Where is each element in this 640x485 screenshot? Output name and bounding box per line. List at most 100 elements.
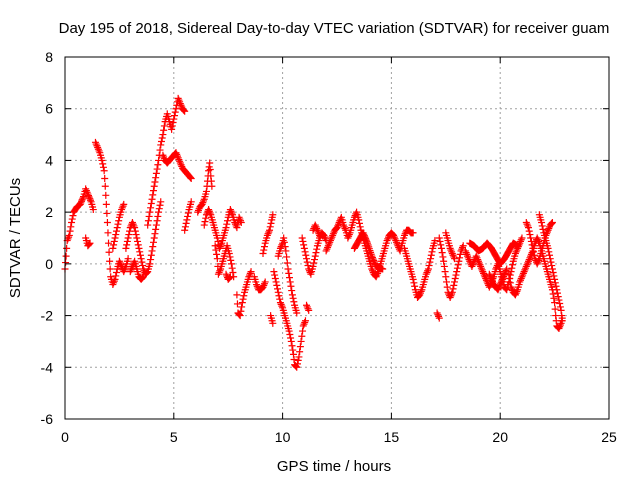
data-point (468, 262, 476, 270)
data-point (246, 271, 254, 279)
data-point (511, 291, 519, 299)
data-point (328, 233, 336, 241)
data-point (86, 196, 94, 204)
data-point (325, 240, 333, 248)
data-point (369, 267, 377, 275)
data-point (451, 275, 459, 283)
data-point (127, 266, 135, 274)
data-point (534, 258, 542, 266)
data-point (263, 231, 271, 239)
data-point (172, 149, 180, 157)
chart-title: Day 195 of 2018, Sidereal Day-to-day VTE… (59, 20, 610, 37)
data-point (155, 156, 163, 164)
data-point (301, 317, 309, 325)
data-point (157, 141, 165, 149)
x-tick-label: 0 (61, 429, 69, 445)
data-point (229, 268, 237, 276)
data-point (276, 295, 284, 303)
data-point (110, 241, 118, 249)
data-point (341, 225, 349, 233)
data-point (522, 218, 530, 226)
data-point (177, 161, 185, 169)
data-point (527, 234, 535, 242)
data-point (64, 235, 72, 243)
data-point (65, 231, 73, 239)
data-point (99, 160, 107, 168)
data-point (304, 262, 312, 270)
data-point (416, 291, 424, 299)
data-point (548, 218, 556, 226)
data-point (98, 156, 106, 164)
data-point (323, 245, 331, 253)
data-point (237, 307, 245, 315)
data-point (305, 306, 313, 314)
data-point (299, 327, 307, 335)
data-point (524, 224, 532, 232)
data-point (453, 268, 461, 276)
data-point (427, 251, 435, 259)
data-point (159, 151, 167, 159)
data-point (433, 309, 441, 317)
data-point (175, 156, 183, 164)
data-point (147, 200, 155, 208)
data-point (86, 239, 94, 247)
data-point (334, 220, 342, 228)
data-point (184, 209, 192, 217)
data-point (520, 268, 528, 276)
data-point (63, 244, 71, 252)
data-point (556, 321, 564, 329)
data-point (533, 260, 541, 268)
data-point (174, 94, 182, 102)
data-point (503, 265, 511, 273)
data-point (222, 270, 230, 278)
data-point (285, 274, 293, 282)
data-point (495, 284, 503, 292)
data-point (177, 101, 185, 109)
data-point (139, 274, 147, 282)
data-point (313, 226, 321, 234)
data-point (304, 305, 312, 313)
data-point (436, 237, 444, 245)
data-point (131, 224, 139, 232)
data-point (176, 159, 184, 167)
data-point (499, 274, 507, 282)
data-point (181, 223, 189, 231)
data-point (538, 218, 546, 226)
data-point (228, 209, 236, 217)
data-point (384, 235, 392, 243)
data-point (109, 281, 117, 289)
data-point (174, 154, 182, 162)
data-point (550, 294, 558, 302)
data-point (426, 258, 434, 266)
data-point (411, 282, 419, 290)
data-point (443, 283, 451, 291)
data-point (311, 221, 319, 229)
data-point (105, 239, 113, 247)
data-point (69, 212, 77, 220)
data-point (106, 265, 114, 273)
data-point (134, 237, 142, 245)
data-point (112, 272, 120, 280)
data-point (148, 195, 156, 203)
data-point (368, 265, 376, 273)
data-point (440, 257, 448, 265)
data-point (149, 243, 157, 251)
data-point (272, 278, 280, 286)
data-point (555, 296, 563, 304)
data-point (530, 251, 538, 259)
data-point (362, 236, 370, 244)
data-point (524, 222, 532, 230)
data-point (115, 217, 123, 225)
data-point (517, 276, 525, 284)
data-point (112, 231, 120, 239)
data-point (119, 202, 127, 210)
data-point (280, 238, 288, 246)
data-point (302, 251, 310, 259)
data-point (153, 217, 161, 225)
data-point (488, 276, 496, 284)
data-point (534, 236, 542, 244)
data-point (539, 225, 547, 233)
data-point (180, 106, 188, 114)
data-point (208, 182, 216, 190)
data-point (526, 254, 534, 262)
